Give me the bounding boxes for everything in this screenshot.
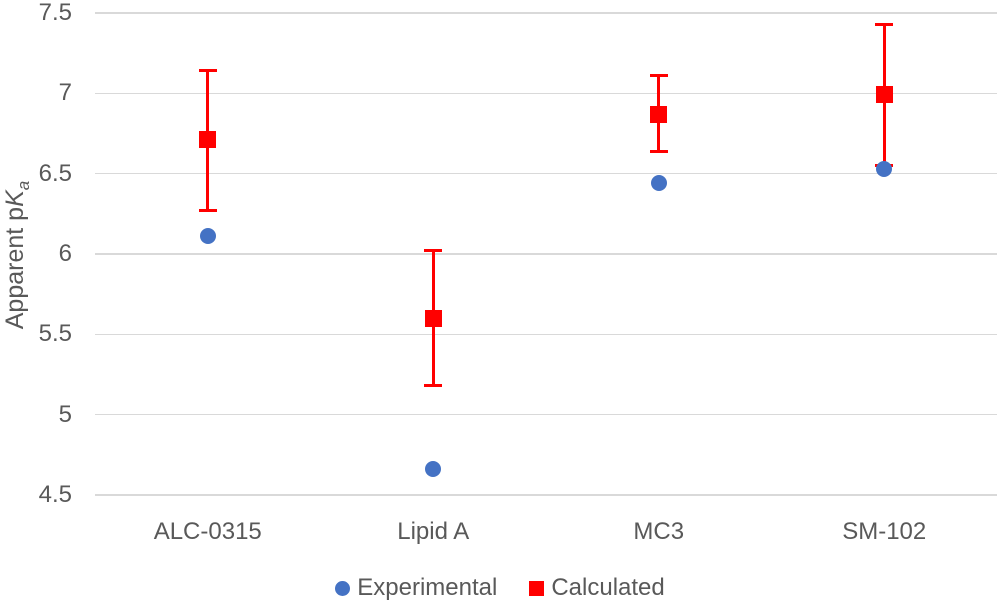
legend-item-calculated: Calculated	[529, 574, 665, 602]
gridline	[95, 92, 997, 95]
y-axis-title-subscript: a	[14, 180, 33, 191]
y-tick-label: 4.5	[38, 481, 72, 508]
y-axis-title-k: K	[1, 190, 29, 207]
category-label: MC3	[633, 518, 685, 545]
data-point-experimental	[199, 228, 216, 245]
y-tick-label: 7.5	[38, 0, 72, 26]
error-bar-cap	[198, 209, 217, 213]
y-tick-label: 5	[58, 400, 72, 428]
data-point-calculated	[875, 86, 893, 104]
data-point-calculated	[650, 105, 668, 123]
legend-item-experimental: Experimental	[335, 574, 497, 602]
y-tick-label: 6	[58, 240, 72, 267]
error-bar-cap	[424, 249, 443, 253]
category-label: SM-102	[842, 518, 927, 545]
data-point-experimental	[425, 461, 442, 478]
legend: Experimental Calculated	[0, 574, 1000, 602]
legend-label-experimental: Experimental	[357, 574, 498, 601]
y-axis-title: Apparent pKa	[0, 155, 33, 355]
gridline	[95, 172, 997, 175]
calculated-square-icon	[529, 580, 545, 596]
gridline	[95, 12, 997, 14]
error-bar-cap	[198, 69, 217, 73]
data-point-calculated	[199, 131, 217, 149]
error-bar-cap	[649, 74, 668, 78]
category-label: Lipid A	[397, 518, 470, 545]
y-tick-label: 6.5	[38, 159, 72, 187]
y-axis-title-prefix: Apparent p	[1, 206, 29, 330]
error-bar-cap	[875, 22, 894, 26]
gridline	[95, 413, 997, 416]
experimental-circle-icon	[335, 580, 351, 596]
error-bar-cap	[424, 384, 443, 388]
legend-label-calculated: Calculated	[551, 574, 665, 601]
gridline	[95, 494, 997, 496]
gridline	[95, 333, 997, 336]
category-label: ALC-0315	[153, 518, 262, 545]
error-bar-cap	[649, 149, 668, 153]
data-point-experimental	[650, 175, 667, 192]
gridline	[95, 253, 997, 255]
y-tick-label: 7	[58, 79, 72, 107]
data-point-experimental	[876, 160, 893, 177]
data-point-calculated	[424, 309, 442, 327]
y-tick-label: 5.5	[38, 320, 72, 348]
